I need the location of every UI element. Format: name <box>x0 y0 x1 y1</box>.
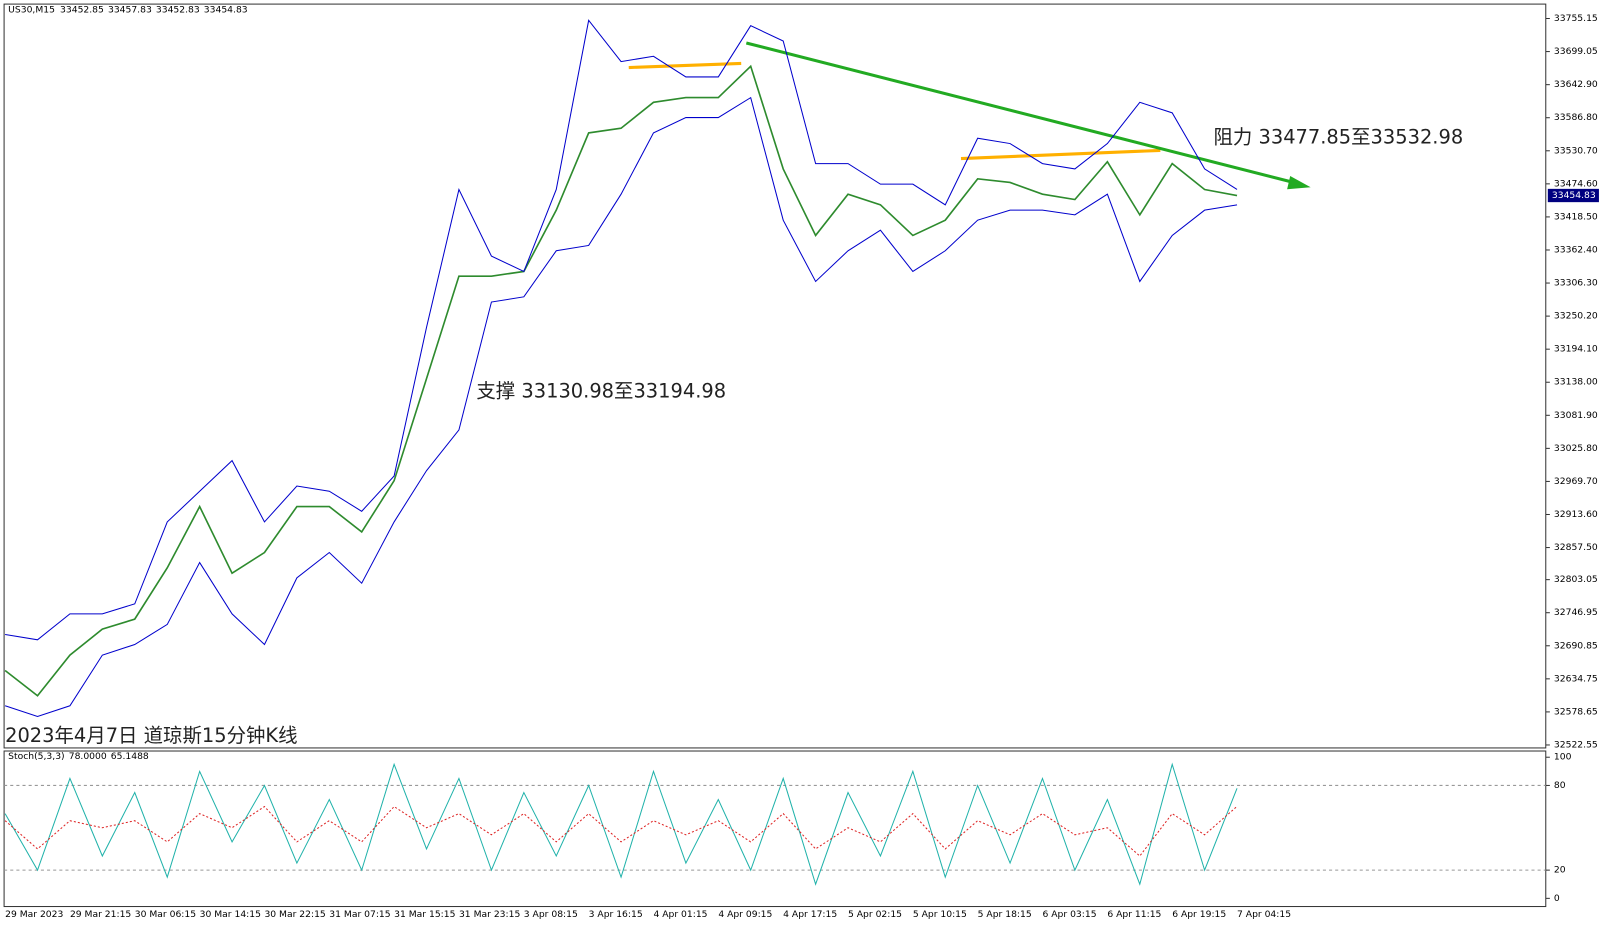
y-tick-label: 32746.95 <box>1554 607 1598 618</box>
x-tick-label: 6 Apr 11:15 <box>1107 909 1161 920</box>
stoch-header: Stoch(5,3,3) 78.0000 65.1488 <box>8 751 149 762</box>
y-tick-label: 33194.10 <box>1554 344 1598 355</box>
x-tick-label: 5 Apr 18:15 <box>978 909 1032 920</box>
x-tick-label: 30 Mar 06:15 <box>135 909 196 920</box>
x-tick-label: 30 Mar 14:15 <box>200 909 261 920</box>
y-tick-label: 33306.30 <box>1554 278 1598 289</box>
x-tick-label: 31 Mar 23:15 <box>459 909 520 920</box>
x-tick-label: 29 Mar 21:15 <box>70 909 131 920</box>
y-tick-label: 32690.85 <box>1554 640 1598 651</box>
x-tick-label: 31 Mar 15:15 <box>394 909 455 920</box>
y-tick-label: 20 <box>1554 865 1566 876</box>
y-tick-label: 33418.50 <box>1554 211 1598 222</box>
y-tick-label: 100 <box>1554 752 1572 763</box>
y-tick-label: 33699.05 <box>1554 46 1598 57</box>
trend-line <box>745 41 1297 185</box>
y-tick-label: 32969.70 <box>1554 476 1598 487</box>
y-tick-label: 33362.40 <box>1554 244 1598 255</box>
low: 33452.83 <box>156 4 200 15</box>
high: 33457.83 <box>108 4 152 15</box>
y-tick-label: 33250.20 <box>1554 311 1598 322</box>
readout: 65.1488 <box>111 751 149 762</box>
x-tick-label: 5 Apr 02:15 <box>848 909 902 920</box>
x-tick-label: 7 Apr 04:15 <box>1237 909 1291 920</box>
x-tick-label: 4 Apr 01:15 <box>653 909 707 920</box>
y-tick-label: 32634.75 <box>1554 673 1598 684</box>
readout: 78.0000 <box>69 751 107 762</box>
x-tick-label: 4 Apr 17:15 <box>783 909 837 920</box>
series-line <box>4 805 1238 857</box>
stoch-frame <box>3 750 1547 908</box>
annotation: 支撑 33130.98至33194.98 <box>476 379 726 402</box>
x-tick-label: 4 Apr 09:15 <box>718 909 772 920</box>
y-tick-label: 33474.60 <box>1554 178 1598 189</box>
price-label: 33454.83 <box>1552 190 1596 201</box>
y-tick-label: 33081.90 <box>1554 410 1598 421</box>
y-tick-label: 32578.65 <box>1554 706 1598 717</box>
symbol-header: US30,M15 33452.85 33457.83 33452.83 33454.83 <box>8 4 248 15</box>
price-box <box>1547 188 1599 203</box>
y-tick-label: 32913.60 <box>1554 509 1598 520</box>
x-tick-label: 31 Mar 07:15 <box>329 909 390 920</box>
close: 33454.83 <box>204 4 248 15</box>
trend-line <box>628 61 742 70</box>
x-tick-label: 5 Apr 10:15 <box>913 909 967 920</box>
y-tick-label: 32803.05 <box>1554 574 1598 585</box>
y-tick-label: 33530.70 <box>1554 145 1598 156</box>
y-tick-label: 33138.00 <box>1554 377 1598 388</box>
series-line <box>4 96 1238 717</box>
series-line <box>5 19 1238 641</box>
symbol: US30,M15 <box>8 4 55 15</box>
y-tick-label: 33642.90 <box>1554 79 1598 90</box>
series-line <box>4 64 1238 697</box>
y-tick-label: 0 <box>1554 893 1560 904</box>
x-tick-label: 30 Mar 22:15 <box>264 909 325 920</box>
y-tick-label: 32857.50 <box>1554 542 1598 553</box>
series-line <box>4 762 1238 886</box>
x-tick-label: 29 Mar 2023 <box>5 909 63 920</box>
trend-line <box>960 148 1161 161</box>
x-tick-label: 3 Apr 08:15 <box>524 909 578 920</box>
annotation: 阻力 33477.85至33532.98 <box>1214 126 1464 149</box>
x-tick-label: 6 Apr 03:15 <box>1043 909 1097 920</box>
open: 33452.85 <box>60 4 104 15</box>
x-tick-label: 3 Apr 16:15 <box>589 909 643 920</box>
y-tick-label: 80 <box>1554 780 1566 791</box>
y-tick-label: 33025.80 <box>1554 443 1598 454</box>
x-tick-label: 6 Apr 19:15 <box>1172 909 1226 920</box>
y-tick-label: 32522.55 <box>1554 739 1598 750</box>
indicator-name: Stoch(5,3,3) <box>8 751 64 762</box>
main-frame <box>3 3 1547 749</box>
y-tick-label: 33755.15 <box>1554 13 1598 24</box>
y-tick-label: 33586.80 <box>1554 112 1598 123</box>
arrow-head <box>1287 175 1311 190</box>
chart-title: 2023年4月7日 道琼斯15分钟K线 <box>5 724 297 747</box>
